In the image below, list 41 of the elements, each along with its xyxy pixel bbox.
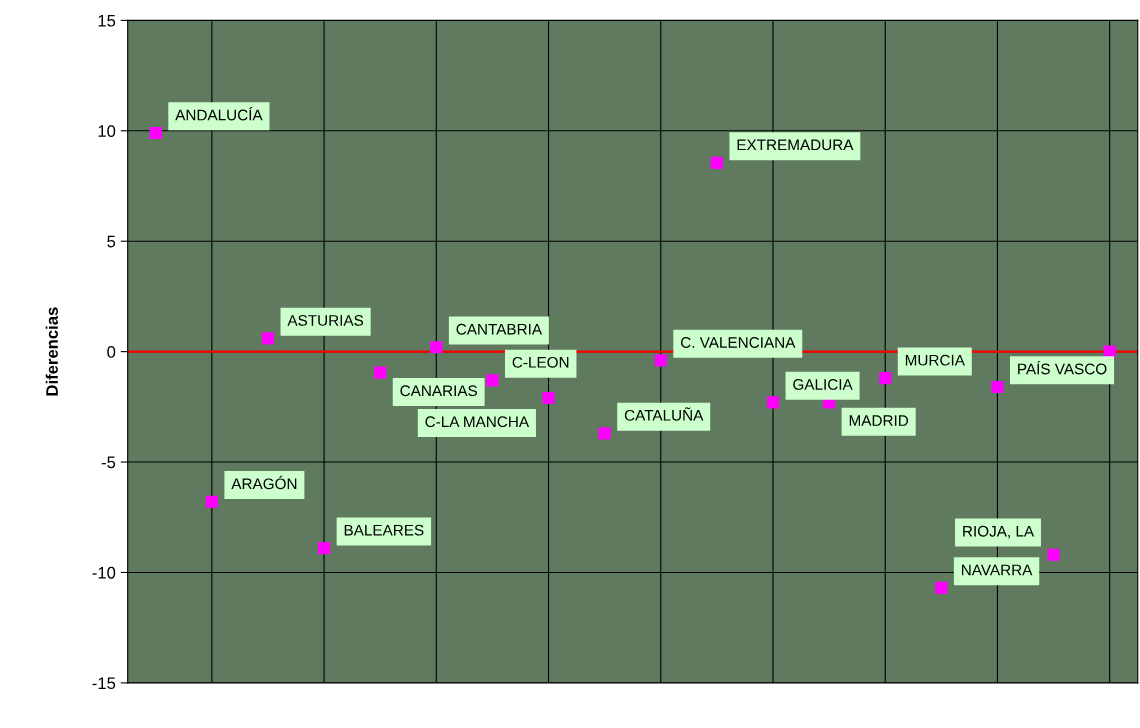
point — [318, 542, 331, 555]
point — [879, 372, 892, 385]
annotation: BALEARES — [344, 524, 424, 536]
point — [710, 156, 723, 169]
point — [486, 374, 499, 387]
y-tick-label: 5 — [107, 235, 116, 248]
annotation: GALICIA — [793, 379, 853, 390]
y-tick-label: -5 — [101, 456, 116, 469]
annotation: C. VALENCIANA — [680, 337, 796, 348]
point — [430, 341, 443, 354]
annotation: NAVARRA — [962, 564, 1033, 576]
point — [205, 495, 218, 508]
annotation: ASTURIAS — [287, 314, 364, 326]
y-axis-title: Diferencias — [45, 307, 58, 396]
point — [542, 391, 555, 405]
annotation: CANARIAS — [400, 385, 478, 397]
point — [374, 366, 387, 379]
annotation: MURCIA — [905, 354, 965, 366]
y-tick-label: 10 — [98, 125, 116, 137]
point — [991, 380, 1004, 394]
point — [598, 427, 611, 440]
annotation: C-LA MANCHA — [425, 416, 530, 428]
annotation: ANDALUCÍA — [175, 107, 263, 121]
y-tick-label: 0 — [107, 346, 116, 358]
y-tick-label: -10 — [92, 566, 116, 579]
point — [654, 354, 667, 367]
annotation: EXTREMADURA — [737, 139, 854, 151]
annotation: CATALUÑA — [624, 407, 704, 421]
point — [766, 396, 780, 409]
y-tick-label: -15 — [92, 677, 116, 690]
annotation: CANTABRIA — [456, 323, 543, 335]
point — [149, 126, 162, 140]
point — [261, 332, 275, 345]
annotation: RIOJA, LA — [963, 525, 1035, 539]
annotation: ARAGÓN — [231, 475, 297, 490]
point — [1047, 548, 1060, 561]
annotation: PAÍS VASCO — [1018, 360, 1107, 375]
point — [935, 581, 948, 594]
y-tick-label: 15 — [98, 14, 116, 27]
annotation: MADRID — [849, 415, 909, 426]
annotation: C-LEON — [512, 356, 569, 368]
